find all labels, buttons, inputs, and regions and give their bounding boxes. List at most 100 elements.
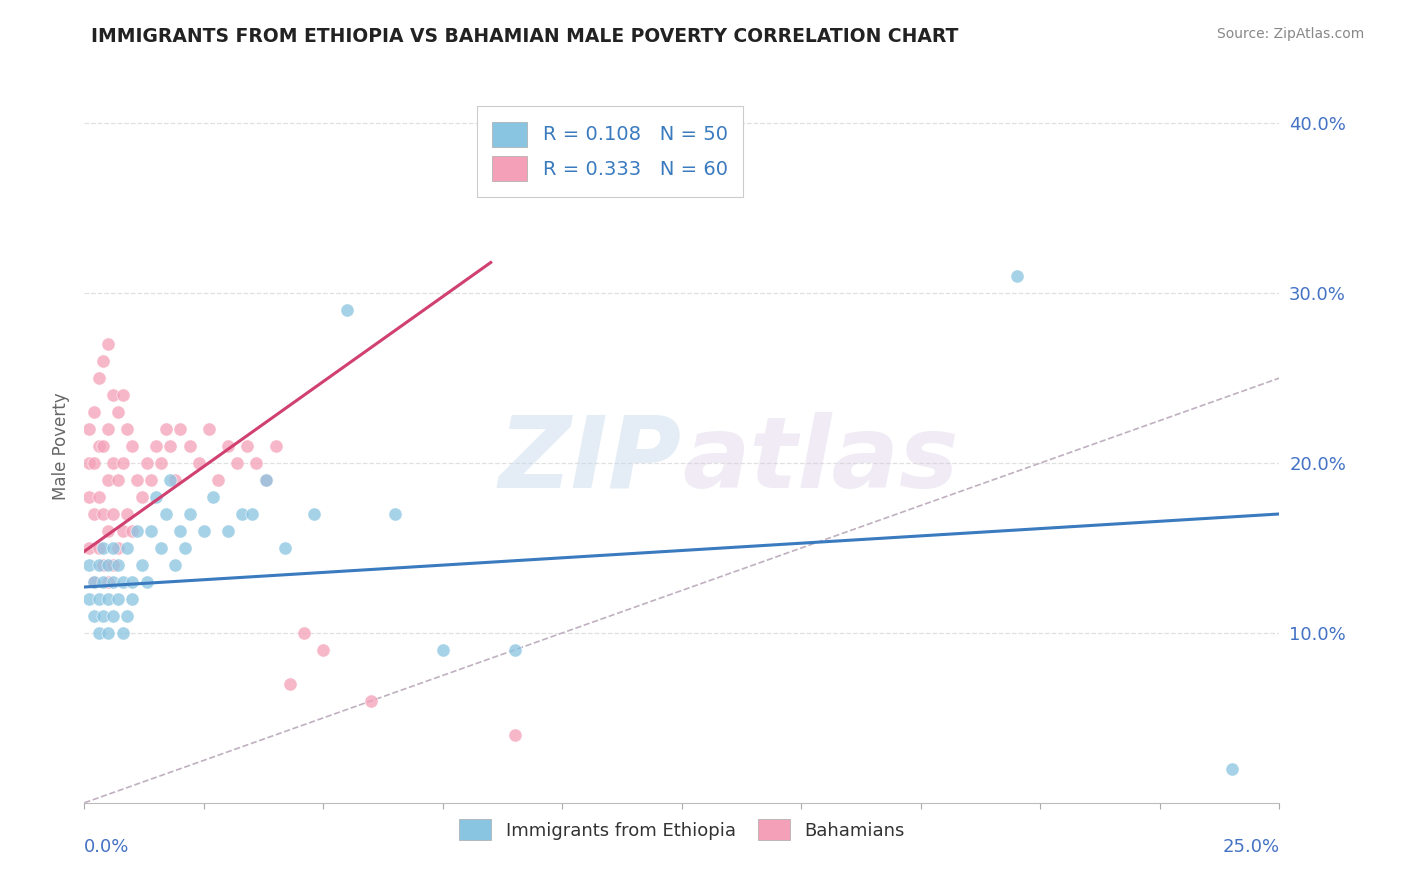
Point: [97, 422, 120, 436]
Point: [141, 473, 163, 487]
Point: [503, 643, 526, 657]
Point: [107, 591, 129, 606]
Point: [278, 677, 301, 691]
Point: [107, 558, 129, 572]
Text: Source: ZipAtlas.com: Source: ZipAtlas.com: [1216, 27, 1364, 41]
Point: [173, 541, 195, 555]
Point: [111, 524, 134, 538]
Point: [155, 422, 177, 436]
Point: [77, 422, 100, 436]
Point: [101, 608, 124, 623]
Point: [360, 694, 382, 708]
Point: [169, 422, 191, 436]
Point: [135, 574, 157, 589]
Point: [302, 507, 325, 521]
Point: [97, 524, 120, 538]
Point: [83, 574, 105, 589]
Point: [254, 473, 277, 487]
Point: [207, 473, 229, 487]
Point: [87, 591, 110, 606]
Point: [77, 558, 100, 572]
Point: [131, 490, 153, 504]
Point: [264, 439, 287, 453]
Point: [87, 439, 110, 453]
Point: [254, 473, 277, 487]
Point: [165, 558, 187, 572]
Point: [169, 524, 191, 538]
Point: [93, 541, 115, 555]
Point: [336, 303, 359, 318]
Point: [77, 591, 100, 606]
Point: [87, 490, 110, 504]
Point: [125, 524, 148, 538]
Point: [503, 728, 526, 742]
Point: [202, 490, 225, 504]
Point: [217, 524, 239, 538]
Point: [101, 456, 124, 470]
Point: [145, 439, 167, 453]
Point: [117, 541, 139, 555]
Point: [217, 439, 239, 453]
Point: [145, 490, 167, 504]
Point: [159, 439, 181, 453]
Point: [245, 456, 267, 470]
Point: [77, 490, 100, 504]
Point: [97, 574, 120, 589]
Text: atlas: atlas: [682, 412, 959, 508]
Point: [125, 473, 148, 487]
Point: [274, 541, 297, 555]
Text: 0.0%: 0.0%: [84, 838, 129, 855]
Point: [193, 524, 215, 538]
Point: [97, 473, 120, 487]
Point: [97, 337, 120, 351]
Point: [111, 626, 134, 640]
Point: [83, 574, 105, 589]
Point: [1005, 269, 1028, 284]
Point: [135, 456, 157, 470]
Point: [93, 574, 115, 589]
Point: [101, 541, 124, 555]
Point: [131, 558, 153, 572]
Point: [179, 507, 201, 521]
Point: [312, 643, 335, 657]
Point: [87, 558, 110, 572]
Point: [121, 439, 143, 453]
Point: [101, 388, 124, 402]
Point: [101, 574, 124, 589]
Point: [97, 558, 120, 572]
Point: [117, 507, 139, 521]
Point: [107, 405, 129, 419]
Point: [97, 591, 120, 606]
Point: [117, 422, 139, 436]
Point: [432, 643, 454, 657]
Point: [87, 371, 110, 385]
Point: [83, 405, 105, 419]
Point: [101, 558, 124, 572]
Point: [77, 456, 100, 470]
Point: [101, 507, 124, 521]
Point: [121, 524, 143, 538]
Point: [93, 608, 115, 623]
Point: [93, 439, 115, 453]
Point: [121, 591, 143, 606]
Point: [149, 541, 172, 555]
Point: [83, 456, 105, 470]
Point: [117, 608, 139, 623]
Text: 25.0%: 25.0%: [1222, 838, 1279, 855]
Point: [111, 388, 134, 402]
Point: [179, 439, 201, 453]
Legend: Immigrants from Ethiopia, Bahamians: Immigrants from Ethiopia, Bahamians: [451, 812, 912, 847]
Point: [107, 541, 129, 555]
Point: [236, 439, 259, 453]
Point: [111, 574, 134, 589]
Text: ZIP: ZIP: [499, 412, 682, 508]
Point: [97, 626, 120, 640]
Point: [121, 574, 143, 589]
Point: [188, 456, 211, 470]
Point: [231, 507, 253, 521]
Point: [111, 456, 134, 470]
Point: [87, 541, 110, 555]
Point: [141, 524, 163, 538]
Point: [240, 507, 263, 521]
Point: [165, 473, 187, 487]
